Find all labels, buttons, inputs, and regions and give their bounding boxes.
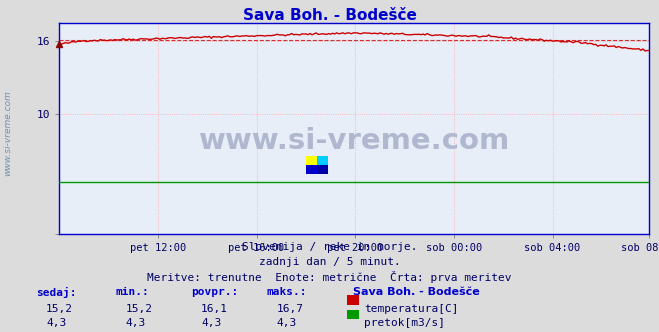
Text: Meritve: trenutne  Enote: metrične  Črta: prva meritev: Meritve: trenutne Enote: metrične Črta: … [147, 271, 512, 283]
Text: Sava Boh. - Bodešče: Sava Boh. - Bodešče [353, 287, 479, 297]
Text: Sava Boh. - Bodešče: Sava Boh. - Bodešče [243, 8, 416, 23]
Text: 4,3: 4,3 [201, 318, 221, 328]
Text: 16,1: 16,1 [201, 304, 228, 314]
Text: 4,3: 4,3 [277, 318, 297, 328]
Text: 4,3: 4,3 [125, 318, 146, 328]
Text: zadnji dan / 5 minut.: zadnji dan / 5 minut. [258, 257, 401, 267]
Text: 4,3: 4,3 [46, 318, 67, 328]
Text: pretok[m3/s]: pretok[m3/s] [364, 318, 445, 328]
Text: sedaj:: sedaj: [36, 287, 76, 298]
Text: www.si-vreme.com: www.si-vreme.com [198, 127, 510, 155]
Text: temperatura[C]: temperatura[C] [364, 304, 458, 314]
Text: 15,2: 15,2 [125, 304, 152, 314]
Text: Slovenija / reke in morje.: Slovenija / reke in morje. [242, 242, 417, 252]
Text: 16,7: 16,7 [277, 304, 304, 314]
Text: maks.:: maks.: [267, 287, 307, 297]
Text: www.si-vreme.com: www.si-vreme.com [3, 90, 13, 176]
Text: 15,2: 15,2 [46, 304, 73, 314]
Text: povpr.:: povpr.: [191, 287, 239, 297]
Text: min.:: min.: [115, 287, 149, 297]
